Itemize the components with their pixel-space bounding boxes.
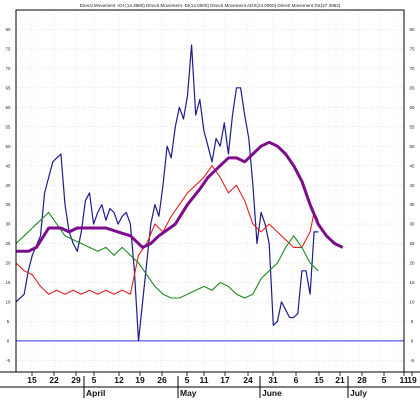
x-tick-label: 26 xyxy=(157,375,167,385)
y-tick-label-right: 25 xyxy=(409,241,415,246)
y-tick-label-left: 60 xyxy=(5,105,11,110)
y-tick-label-left: 0 xyxy=(7,338,10,343)
month-label: July xyxy=(350,388,367,398)
x-tick-label: 31 xyxy=(268,375,278,385)
y-tick-label-right: 75 xyxy=(409,47,415,52)
y-tick-label-right: 10 xyxy=(409,300,415,305)
y-tick-label-right: 60 xyxy=(409,105,415,110)
x-tick-label: 29 xyxy=(71,375,81,385)
x-tick-label: 5 xyxy=(185,375,190,385)
y-tick-label-right: 35 xyxy=(409,202,415,207)
y-tick-label-right: 65 xyxy=(409,85,415,90)
series-line xyxy=(15,211,319,299)
y-tick-label-left: 75 xyxy=(5,47,11,52)
y-tick-label-left: -5 xyxy=(6,358,10,363)
series-line xyxy=(15,165,319,295)
chart-title: Directi Movement +DI (14.3980) Directi M… xyxy=(80,3,341,8)
x-tick-label: 12 xyxy=(114,375,124,385)
y-tick-label-left: 55 xyxy=(5,124,11,129)
y-tick-label-right: 70 xyxy=(409,66,415,71)
month-label: April xyxy=(86,388,105,398)
y-tick-label-left: 70 xyxy=(5,66,11,71)
y-tick-label-right: 15 xyxy=(409,280,415,285)
x-tick-label: 19 xyxy=(407,375,417,385)
series-layer xyxy=(15,44,344,342)
x-tick-label: 5 xyxy=(382,375,387,385)
y-tick-label-right: 45 xyxy=(409,163,415,168)
x-tick-label: 15 xyxy=(314,375,324,385)
y-tick-label-left: 10 xyxy=(5,300,11,305)
series-line xyxy=(16,140,344,253)
y-tick-label-left: 25 xyxy=(5,241,11,246)
y-tick-label-left: 40 xyxy=(5,183,11,188)
x-tick-label: 6 xyxy=(294,375,299,385)
x-tick-label: 15 xyxy=(27,375,37,385)
y-tick-label-right: -5 xyxy=(410,358,414,363)
x-tick-label: 19 xyxy=(135,375,145,385)
x-tick-label: 22 xyxy=(49,375,59,385)
x-tick-label: 5 xyxy=(92,375,97,385)
y-tick-label-right: 20 xyxy=(409,261,415,266)
y-tick-label-left: 15 xyxy=(5,280,11,285)
y-tick-label-right: 30 xyxy=(409,222,415,227)
y-tick-label-left: 50 xyxy=(5,144,11,149)
y-axis-right: -5 0 5 10 15 20 25 30 35 40 45 50 55 60 65 70 75 80 xyxy=(409,27,415,363)
y-tick-label-left: 5 xyxy=(7,319,10,324)
x-tick-label: 11 xyxy=(400,375,409,385)
y-tick-label-left: 35 xyxy=(5,202,11,207)
y-tick-label-left: 80 xyxy=(5,27,11,32)
y-tick-label-left: 65 xyxy=(5,85,11,90)
y-tick-label-right: 80 xyxy=(409,27,415,32)
x-tick-label: 21 xyxy=(335,375,345,385)
y-tick-label-left: 30 xyxy=(5,222,11,227)
y-tick-label-left: 20 xyxy=(5,261,11,266)
x-tick-label: 28 xyxy=(357,375,367,385)
y-tick-label-right: 55 xyxy=(409,124,415,129)
x-tick-label: 11 xyxy=(200,375,209,385)
y-tick-label-right: 5 xyxy=(411,319,414,324)
y-tick-label-left: 45 xyxy=(5,163,11,168)
y-tick-label-right: 40 xyxy=(409,183,415,188)
y-tick-label-right: 50 xyxy=(409,144,415,149)
x-tick-label: 24 xyxy=(243,375,253,385)
y-axis-left: -5 0 5 10 15 20 25 30 35 40 45 50 55 60 65 70 75 80 xyxy=(5,27,11,363)
x-tick-label: 17 xyxy=(220,375,230,385)
month-label: May xyxy=(180,388,197,398)
month-label: June xyxy=(262,388,282,398)
series-line xyxy=(15,44,319,342)
y-tick-label-right: 0 xyxy=(411,338,414,343)
